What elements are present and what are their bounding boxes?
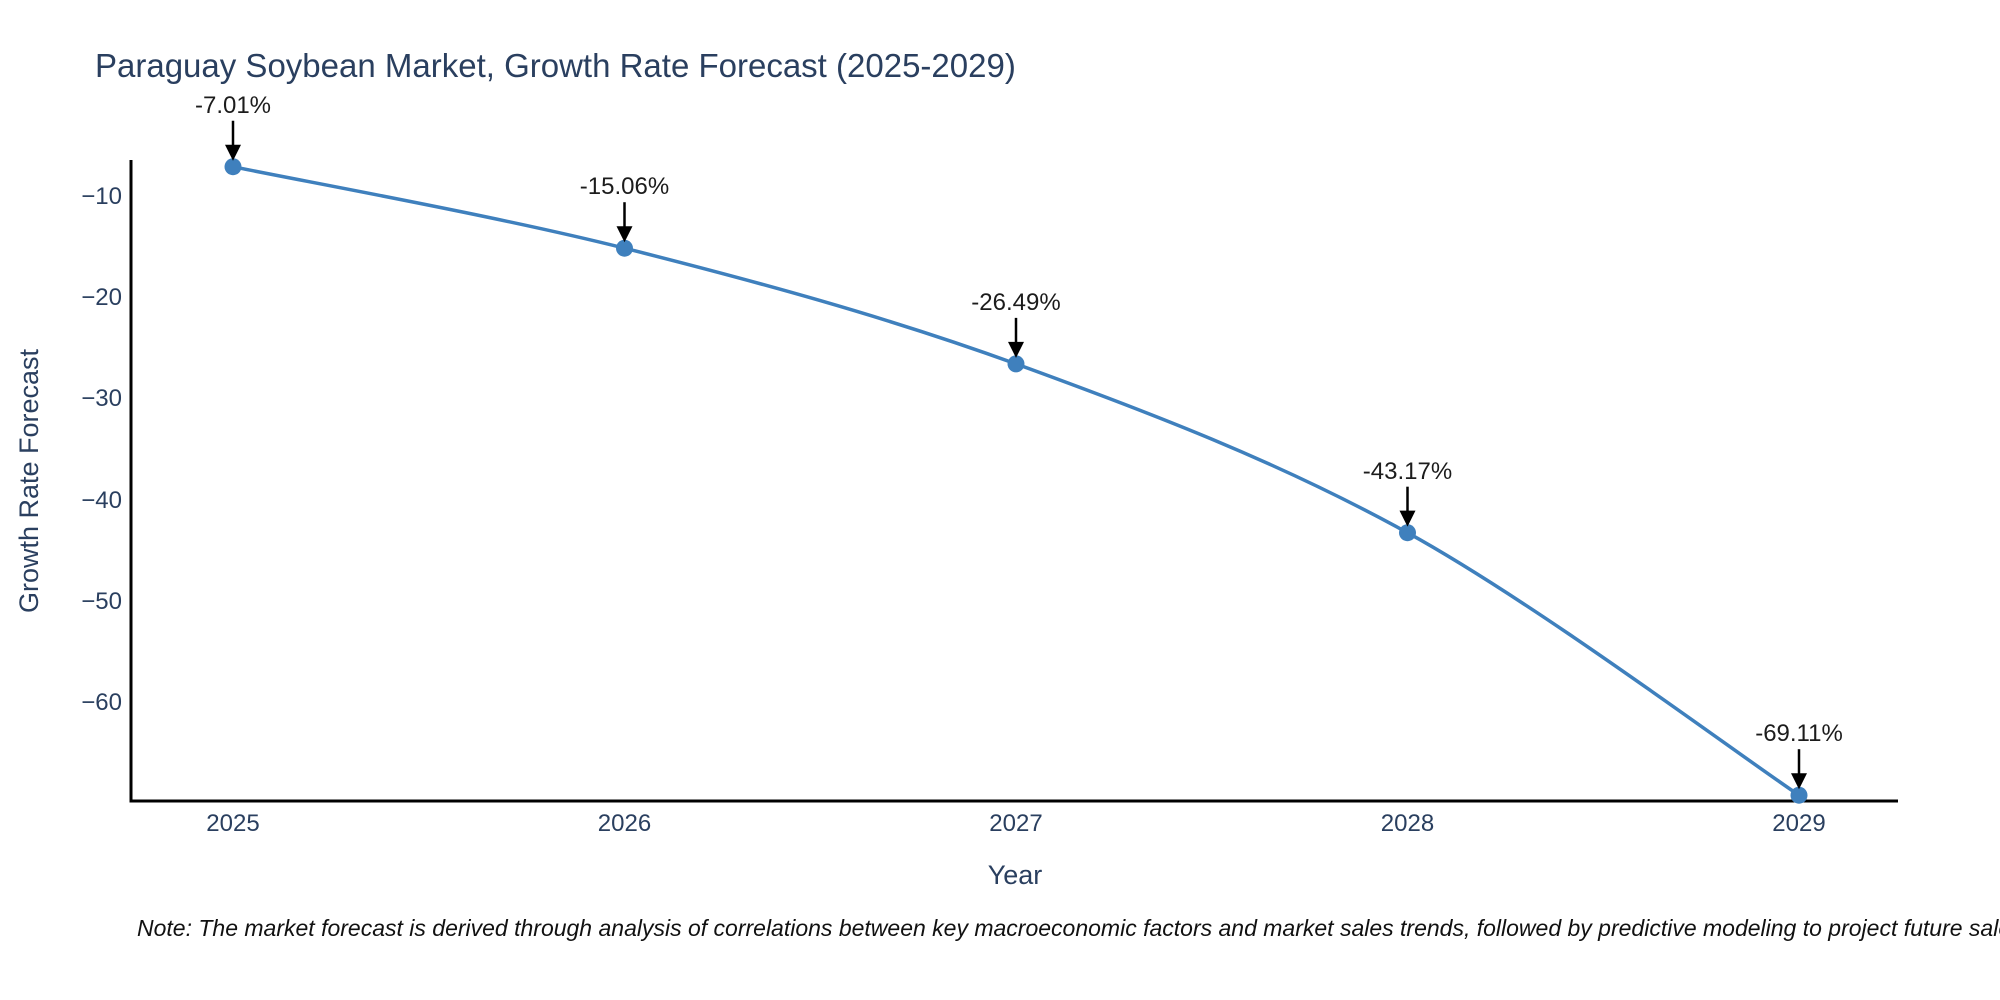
data-point-2026: [616, 239, 633, 257]
x-tick-label: 2026: [597, 810, 652, 837]
x-tick-label: 2029: [1772, 810, 1826, 837]
point-annotation: -43.17%: [1362, 457, 1453, 485]
y-tick-label: −10: [81, 183, 122, 210]
annotation-arrow-head: [225, 144, 241, 161]
data-point-2028: [1399, 524, 1416, 542]
point-annotation: -69.11%: [1755, 720, 1843, 748]
data-point-2025: [224, 158, 242, 176]
data-point-2027: [1007, 355, 1025, 373]
forecast-line: [232, 164, 1800, 797]
point-annotation: -26.49%: [971, 288, 1061, 316]
annotation-arrow-head: [1008, 341, 1024, 358]
x-tick-label: 2028: [1380, 810, 1435, 837]
annotation-arrow-head: [616, 226, 633, 243]
chart-title: Paraguay Soybean Market, Growth Rate For…: [95, 47, 1016, 84]
y-tick-label: −30: [81, 385, 122, 413]
footnote: Note: The market forecast is derived thr…: [137, 915, 2000, 941]
annotation-arrow-head: [1791, 773, 1807, 790]
y-tick-label: −50: [81, 587, 122, 615]
y-axis-title: Growth Rate Forecast: [14, 348, 44, 614]
data-point-2029: [1790, 786, 1808, 804]
point-annotation: -15.06%: [579, 173, 670, 201]
y-tick-label: −40: [81, 486, 122, 514]
x-axis-title: Year: [987, 860, 1043, 890]
y-tick-label: −60: [81, 689, 122, 716]
x-tick-label: 2027: [989, 810, 1043, 837]
x-tick-label: 2025: [206, 810, 260, 837]
point-annotation: -7.01%: [194, 91, 272, 119]
annotation-arrow-head: [1399, 510, 1416, 527]
y-tick-label: −20: [81, 284, 122, 312]
